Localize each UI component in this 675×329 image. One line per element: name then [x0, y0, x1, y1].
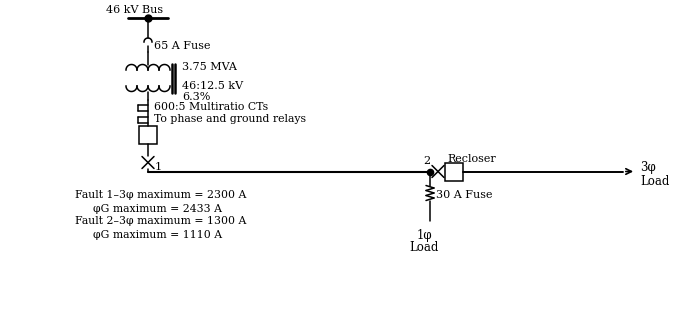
Text: 30 A Fuse: 30 A Fuse	[436, 190, 493, 200]
Text: 46 kV Bus: 46 kV Bus	[106, 5, 163, 15]
Text: Load: Load	[409, 241, 439, 254]
Text: 65 A Fuse: 65 A Fuse	[154, 41, 211, 51]
Text: Fault 1–3φ maximum = 2300 A: Fault 1–3φ maximum = 2300 A	[75, 190, 246, 200]
Text: 3.75 MVA: 3.75 MVA	[182, 62, 237, 72]
Text: 6.3%: 6.3%	[182, 92, 211, 102]
Text: 46:12.5 kV: 46:12.5 kV	[182, 81, 243, 91]
Text: 600:5 Multiratio CTs: 600:5 Multiratio CTs	[154, 103, 268, 113]
Text: Load: Load	[640, 175, 670, 188]
Text: 2: 2	[423, 156, 431, 165]
Text: To phase and ground relays: To phase and ground relays	[154, 114, 306, 124]
Text: φG maximum = 2433 A: φG maximum = 2433 A	[93, 204, 222, 214]
Text: Recloser: Recloser	[447, 154, 495, 164]
Text: 1φ: 1φ	[416, 229, 432, 242]
Text: φG maximum = 1110 A: φG maximum = 1110 A	[93, 230, 222, 240]
Text: 3φ: 3φ	[640, 161, 655, 174]
Text: Fault 2–3φ maximum = 1300 A: Fault 2–3φ maximum = 1300 A	[75, 216, 246, 226]
Text: 1: 1	[155, 163, 162, 172]
Bar	[445, 163, 463, 181]
Bar	[139, 125, 157, 143]
